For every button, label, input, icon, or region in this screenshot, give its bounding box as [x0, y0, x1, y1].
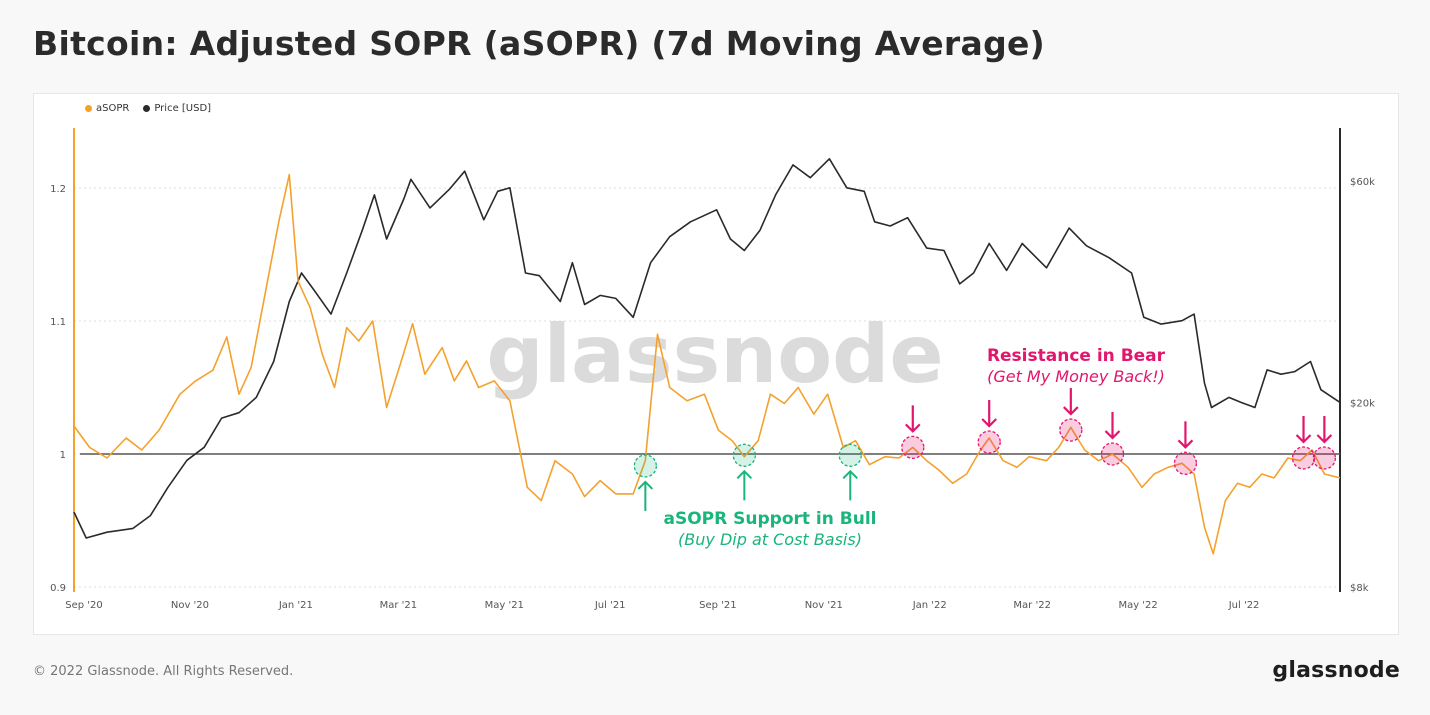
x-tick-label-6: Sep '21: [699, 600, 737, 611]
bull-annotation-title: aSOPR Support in Bull: [664, 509, 877, 529]
x-tick-label-9: Mar '22: [1013, 600, 1051, 611]
bear-annotation-subtitle: (Get My Money Back!): [987, 367, 1165, 386]
legend-item-asopr[interactable]: aSOPR: [85, 103, 129, 114]
x-tick-label-8: Jan '22: [912, 600, 947, 611]
bear-marker-0: [901, 435, 925, 460]
x-tick-label-11: Jul '22: [1228, 600, 1260, 611]
bull-annotation-subtitle: (Buy Dip at Cost Basis): [678, 530, 862, 549]
copyright-text: © 2022 Glassnode. All Rights Reserved.: [33, 664, 294, 679]
bull-marker-0: [633, 454, 657, 478]
y-left-tick-label-1: 1: [60, 450, 66, 461]
x-tick-label-5: Jul '21: [594, 600, 626, 611]
chart-panel: [33, 93, 1399, 635]
legend-item-price[interactable]: Price [USD]: [143, 103, 211, 114]
price-series-line: [73, 158, 1341, 539]
y-right-tick-label-1: $20k: [1350, 398, 1375, 409]
brand-logo: glassnode: [1272, 658, 1400, 683]
watermark-text: glassnode: [486, 308, 943, 401]
bear-marker-1: [977, 430, 1001, 454]
x-tick-label-7: Nov '21: [805, 600, 843, 611]
legend-dot-asopr: [85, 105, 92, 112]
x-tick-label-3: Mar '21: [380, 600, 418, 611]
asopr-series-line: [73, 173, 1341, 555]
legend-label-asopr: aSOPR: [96, 103, 130, 114]
bear-arrow-head-5: [1295, 434, 1312, 444]
bear-arrow-head-0: [905, 423, 921, 433]
bear-arrow-head-2: [1063, 406, 1079, 416]
bear-annotation-title: Resistance in Bear: [987, 346, 1166, 366]
x-tick-label-0: Sep '20: [65, 600, 103, 611]
y-right-tick-label-0: $8k: [1350, 583, 1369, 594]
bull-arrow-head-2: [842, 469, 858, 480]
bear-arrow-head-4: [1177, 439, 1194, 449]
x-tick-label-10: May '22: [1118, 600, 1157, 611]
y-left-tick-label-2: 1.1: [50, 317, 66, 328]
y-left-tick-label-3: 1.2: [50, 184, 66, 195]
x-tick-label-4: May '21: [485, 600, 524, 611]
bull-marker-1: [732, 443, 756, 467]
legend-label-price: Price [USD]: [154, 103, 212, 114]
bear-marker-2: [1059, 418, 1083, 442]
legend-dot-price: [143, 105, 151, 112]
chart-legend: aSOPR Price [USD]: [85, 103, 211, 114]
bull-arrow-head-1: [736, 469, 753, 480]
bear-arrow-head-3: [1104, 430, 1121, 440]
bull-marker-2: [838, 443, 862, 467]
chart-title: Bitcoin: Adjusted SOPR (aSOPR) (7d Movin…: [33, 24, 1046, 63]
bear-arrow-head-1: [981, 418, 997, 428]
x-tick-label-1: Nov '20: [171, 600, 209, 611]
bear-marker-6: [1312, 446, 1337, 470]
bear-marker-4: [1173, 451, 1198, 475]
bull-arrow-head-0: [637, 480, 654, 490]
bear-arrow-head-6: [1316, 434, 1333, 444]
x-tick-label-2: Jan '21: [278, 600, 313, 611]
bear-marker-3: [1100, 442, 1125, 466]
bear-marker-5: [1291, 446, 1316, 470]
y-left-tick-label-0: 0.9: [50, 583, 66, 594]
y-right-tick-label-2: $60k: [1350, 177, 1375, 188]
